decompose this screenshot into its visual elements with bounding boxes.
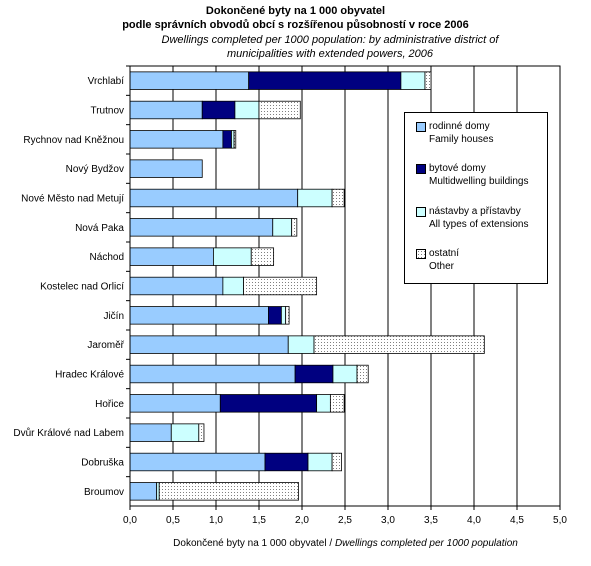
bar-multi [222,130,232,149]
category-label: Hořice [95,399,124,410]
bar-family [129,482,158,501]
legend-swatch-ext [416,207,426,217]
bar-ext [222,276,244,296]
bar-ext [280,306,287,325]
legend-label-other-cz: ostatní [429,248,460,259]
category-label: Náchod [90,252,124,263]
chart-subtitle: Dwellings completed per 1000 population:… [161,34,499,60]
axis-layer: 0,0 0,5 1,0 1,5 2,0 2,5 3,0 3,5 4,0 4,5 5,0 Vrchlab… [13,65,567,526]
bar-multi [219,394,318,413]
x-axis-title-cz: Dokončené byty na 1 000 obyvatel [173,538,327,549]
bars-layer [129,71,485,501]
legend-label-other-en: Other [429,261,455,272]
bar-ext [400,71,426,90]
bar-other [331,188,345,208]
x-axis-title-sep: / [326,538,335,549]
bar-other [285,306,290,325]
x-tick-label: 1,5 [252,515,266,526]
x-tick-label: 4,5 [510,515,524,526]
bar-other [250,247,275,266]
bar-other [198,423,205,442]
category-label: Jičín [103,311,124,322]
bar-other [329,394,345,413]
x-axis-title: Dokončené byty na 1 000 obyvatel / Dwell… [0,538,591,549]
x-tick-label: 0,0 [123,515,137,526]
plot-border [129,65,561,507]
bar-ext [332,364,358,384]
bar-family [129,276,224,296]
bar-multi [294,364,334,384]
legend-label-ext-cz: nástavby a přístavby [429,206,521,217]
bar-family [129,218,274,237]
category-label: Broumov [84,487,124,498]
category-label: Hradec Králové [55,370,124,381]
bar-ext [316,394,331,413]
bar-family [129,159,203,178]
bar-family [129,100,203,120]
bar-other [356,364,369,384]
x-tick-label: 1,0 [209,515,223,526]
legend-swatch-family [416,122,426,132]
bar-ext [287,335,315,354]
legend-label-multi-en: Multidwelling buildings [429,176,529,187]
bar-ext [272,218,293,237]
bar-ext [213,247,252,266]
category-label: Dobruška [81,458,124,469]
bar-family [129,306,269,325]
x-tick-label: 2,0 [295,515,309,526]
bar-family [129,335,289,354]
x-tick-label: 2,5 [338,515,352,526]
bar-multi [248,71,402,90]
bar-other [258,100,301,120]
bar-other [233,130,237,149]
x-tick-label: 4,0 [467,515,481,526]
legend-swatch-multi [416,164,426,174]
bar-family [129,452,266,472]
legend-label-multi-cz: bytové domy [429,163,486,174]
bar-ext [307,452,333,472]
x-tick-label: 0,5 [166,515,180,526]
bar-family [129,188,299,208]
legend-swatch-other [416,249,426,259]
x-tick-label: 5,0 [553,515,567,526]
bar-ext [234,100,260,120]
category-label: Dvůr Králové nad Labem [13,427,124,439]
legend-label-family-cz: rodinné domy [429,121,490,132]
category-label: Kostelec nad Orlicí [40,282,124,293]
category-label: Nový Bydžov [66,164,124,175]
x-axis-title-en: Dwellings completed per 1000 population [334,538,518,549]
bar-other [424,71,432,90]
bar-multi [268,306,282,325]
bar-family [129,130,224,149]
x-tick-label: 3,0 [381,515,395,526]
bar-family [129,364,296,384]
bar-other [158,482,299,501]
category-label: Rychnov nad Kněžnou [23,135,124,146]
category-label: Nové Město nad Metují [21,194,124,205]
legend-label-family-en: Family houses [429,134,494,145]
bar-other [331,452,342,472]
bar-family [129,394,221,413]
chart-title: Dokončené byty na 1 000 obyvatel [205,5,386,17]
bar-multi [201,100,236,120]
legend: rodinné domy Family houses bytové domy Mul… [404,112,548,284]
bar-other [291,218,298,237]
category-label: Trutnov [90,106,124,117]
bar-other [313,335,485,354]
category-label: Nová Paka [75,223,124,234]
bar-other [243,276,318,296]
bar-family [129,423,172,442]
bar-ext [170,423,200,442]
chart-title-line2: podle správních obvodů obcí s rozšířenou… [122,19,469,31]
bar-family [129,71,250,90]
x-tick-label: 3,5 [424,515,438,526]
bar-ext [297,188,333,208]
bar-family [129,247,214,266]
bar-multi [264,452,309,472]
legend-label-ext-en: All types of extensions [429,219,529,230]
category-label: Jaroměř [87,340,124,351]
category-label: Vrchlabí [88,76,125,87]
